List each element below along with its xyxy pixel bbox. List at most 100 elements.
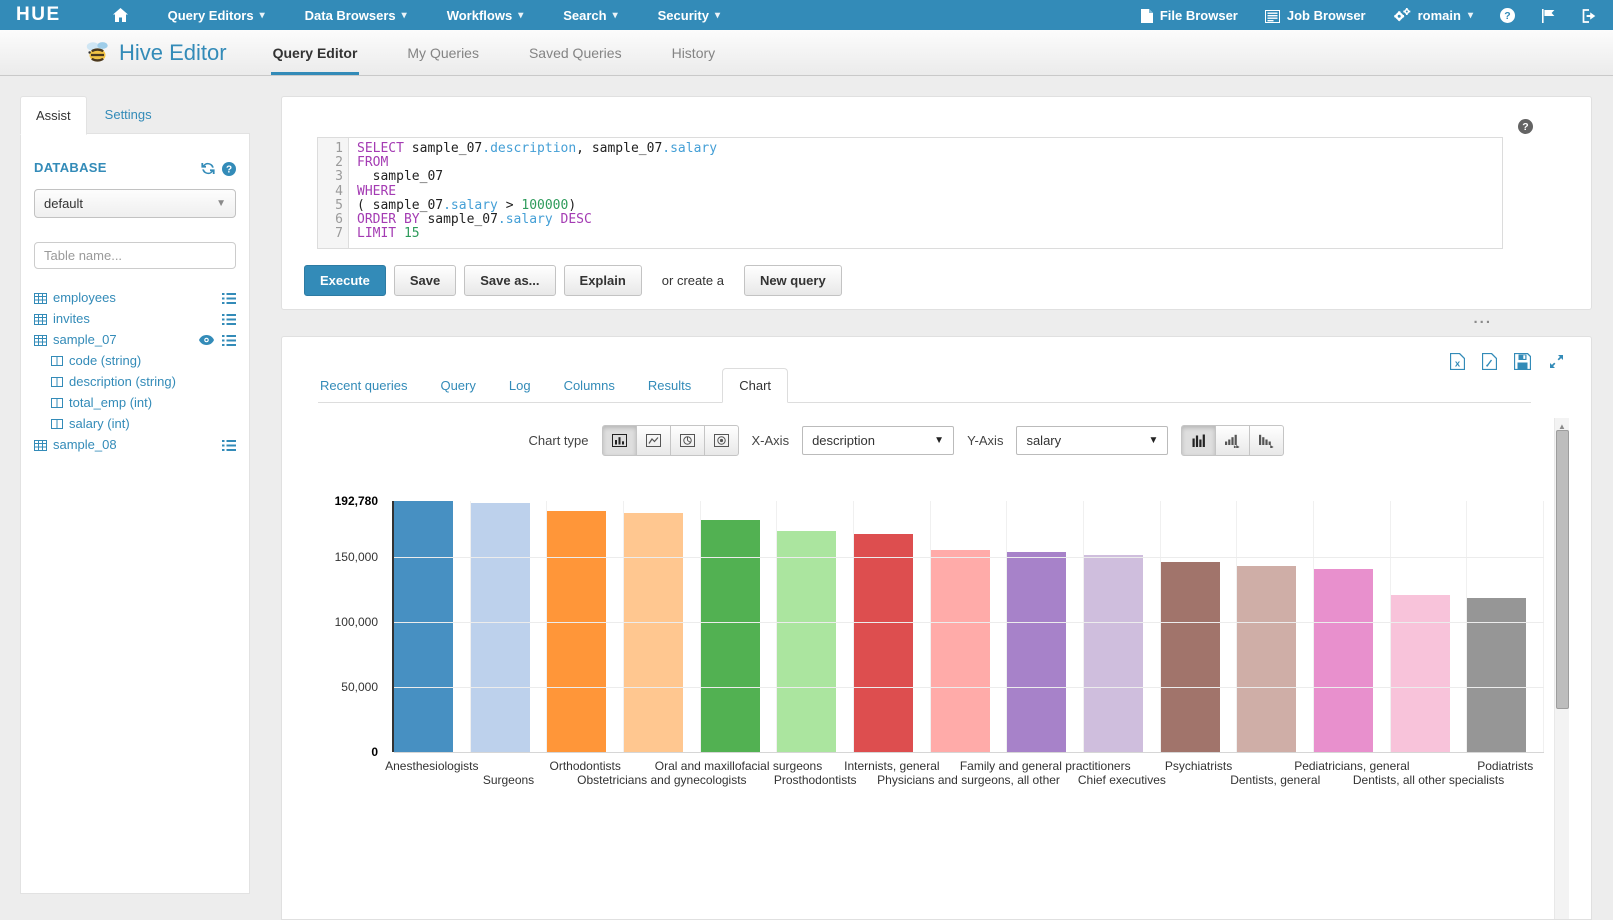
column-item-total_emp[interactable]: total_emp (int) — [34, 392, 236, 413]
results-tab-query[interactable]: Query — [440, 378, 476, 393]
svg-text:?: ? — [226, 164, 232, 175]
bar-chief-executives[interactable] — [1084, 555, 1144, 752]
bar-surgeons[interactable] — [470, 503, 530, 752]
file-browser-label: File Browser — [1159, 7, 1238, 23]
bar-internists-general[interactable] — [854, 534, 914, 752]
tab-query-editor[interactable]: Query Editor — [270, 30, 360, 75]
panel-resize-handle[interactable]: ... — [1473, 310, 1492, 327]
table-item-employees[interactable]: employees — [34, 287, 236, 308]
tab-history[interactable]: History — [671, 44, 716, 61]
top-menus: Query Editors ▾ Data Browsers ▾ Workflows ▾ Se… — [168, 8, 760, 23]
table-menu-icon[interactable] — [222, 332, 236, 347]
y-tick-label: 100,000 — [334, 614, 378, 629]
chart-type-pie-button[interactable] — [669, 425, 705, 456]
table-menu-icon[interactable] — [222, 290, 236, 305]
assist-sidebar: Assist Settings DATABASE ? default ▼ empl… — [20, 96, 250, 894]
sort-ascending-button[interactable] — [1215, 425, 1251, 456]
y-axis-select[interactable]: salary ▼ — [1016, 426, 1169, 455]
table-menu-icon[interactable] — [222, 311, 236, 326]
menu-query-editors[interactable]: Query Editors ▾ — [168, 8, 265, 23]
bar-oral-and-maxillofacial-surgeons[interactable] — [700, 520, 760, 752]
svg-text:?: ? — [1504, 10, 1510, 22]
hue-logo[interactable]: HUE — [16, 4, 61, 25]
execute-button[interactable]: Execute — [304, 265, 386, 296]
results-tab-log[interactable]: Log — [508, 378, 531, 393]
menu-search[interactable]: Search ▾ — [563, 8, 617, 23]
column-icon — [51, 374, 63, 389]
tab-my-queries[interactable]: My Queries — [407, 44, 479, 61]
gridline — [394, 621, 1544, 623]
table-name: invites — [53, 310, 90, 326]
bar-slot: Orthodontists — [547, 501, 625, 773]
results-tab-recent-queries[interactable]: Recent queries — [320, 378, 408, 393]
table-menu-icon[interactable] — [222, 437, 236, 452]
chart-scrollbar[interactable]: ▲ — [1554, 418, 1569, 919]
results-tab-chart[interactable]: Chart — [722, 368, 789, 403]
user-menu[interactable]: romain ▾ — [1393, 7, 1473, 23]
x-axis-value: description — [812, 433, 875, 448]
editor-code[interactable]: SELECT sample_07.description, sample_07.… — [349, 138, 717, 248]
bar-prosthodontists[interactable] — [777, 531, 837, 752]
sidebar-tab-assist[interactable]: Assist — [20, 96, 87, 135]
explain-button[interactable]: Explain — [563, 265, 642, 296]
bar-physicians-and-surgeons-all-other[interactable] — [930, 550, 990, 752]
chart-type-map-button[interactable] — [703, 425, 739, 456]
table-item-sample_08[interactable]: sample_08 — [34, 434, 236, 455]
code-line: LIMIT 15 — [357, 226, 420, 242]
refresh-icon[interactable] — [201, 160, 215, 175]
bar-dentists-all-other-specialists[interactable] — [1390, 595, 1450, 752]
flag-icon[interactable] — [1542, 7, 1555, 23]
bar-anesthesiologists[interactable] — [394, 501, 454, 752]
column-item-code[interactable]: code (string) — [34, 350, 236, 371]
sort-descending-button[interactable] — [1249, 425, 1285, 456]
bar-dentists-general[interactable] — [1237, 566, 1297, 752]
code-line: WHERE — [357, 183, 397, 199]
tab-saved-queries[interactable]: Saved Queries — [528, 44, 622, 61]
table-name: employees — [53, 289, 116, 305]
x-tick-label: Physicians and surgeons, all other — [877, 773, 1060, 787]
download-csv-icon[interactable] — [1482, 353, 1497, 371]
job-browser-link[interactable]: Job Browser — [1264, 7, 1366, 23]
x-axis-select[interactable]: description ▼ — [802, 426, 955, 455]
help-circle-icon[interactable]: ? — [222, 160, 236, 176]
help-icon[interactable]: ? — [1500, 7, 1515, 24]
x-tick-label: Anesthesiologists — [385, 759, 479, 773]
save-results-icon[interactable] — [1514, 353, 1531, 371]
menu-workflows[interactable]: Workflows ▾ — [447, 8, 524, 23]
expand-results-icon[interactable] — [1548, 353, 1565, 370]
bar-obstetricians-and-gynecologists[interactable] — [624, 513, 684, 752]
results-tab-columns[interactable]: Columns — [563, 378, 615, 393]
chart-type-line-button[interactable] — [635, 425, 671, 456]
bar-podiatrists[interactable] — [1467, 598, 1527, 752]
download-excel-icon[interactable]: x — [1450, 353, 1465, 371]
sort-none-button[interactable] — [1181, 425, 1217, 456]
bar-orthodontists[interactable] — [547, 511, 607, 752]
sidebar-tab-settings[interactable]: Settings — [104, 107, 152, 122]
bar-family-and-general-practitioners[interactable] — [1007, 552, 1067, 752]
table-item-sample_07[interactable]: sample_07 — [34, 329, 236, 350]
bar-pediatricians-general[interactable] — [1314, 569, 1374, 752]
save-as-button[interactable]: Save as... — [464, 265, 556, 296]
scrollbar-thumb[interactable] — [1556, 430, 1569, 709]
top-right-items: File Browser Job Browser romain ▾ ? — [1140, 7, 1597, 24]
page-title: Hive Editor — [119, 39, 227, 65]
menu-security[interactable]: Security ▾ — [658, 8, 720, 23]
eye-icon[interactable] — [199, 332, 214, 347]
menu-data-browsers[interactable]: Data Browsers ▾ — [305, 8, 407, 23]
database-select[interactable]: default ▼ — [34, 188, 236, 218]
file-browser-link[interactable]: File Browser — [1140, 7, 1238, 23]
table-filter-input[interactable] — [34, 241, 236, 269]
save-button[interactable]: Save — [393, 265, 457, 296]
logout-icon[interactable] — [1582, 7, 1597, 23]
table-item-invites[interactable]: invites — [34, 308, 236, 329]
home-icon[interactable] — [112, 8, 128, 22]
bar-psychiatrists[interactable] — [1160, 562, 1220, 752]
column-item-salary[interactable]: salary (int) — [34, 413, 236, 434]
editor-help-icon[interactable]: ? — [1518, 118, 1533, 135]
new-query-button[interactable]: New query — [743, 265, 842, 296]
results-tab-results[interactable]: Results — [647, 378, 692, 393]
column-item-description[interactable]: description (string) — [34, 371, 236, 392]
scrollbar-up-arrow[interactable]: ▲ — [1558, 422, 1566, 431]
chart-type-bars-button[interactable] — [601, 425, 637, 456]
